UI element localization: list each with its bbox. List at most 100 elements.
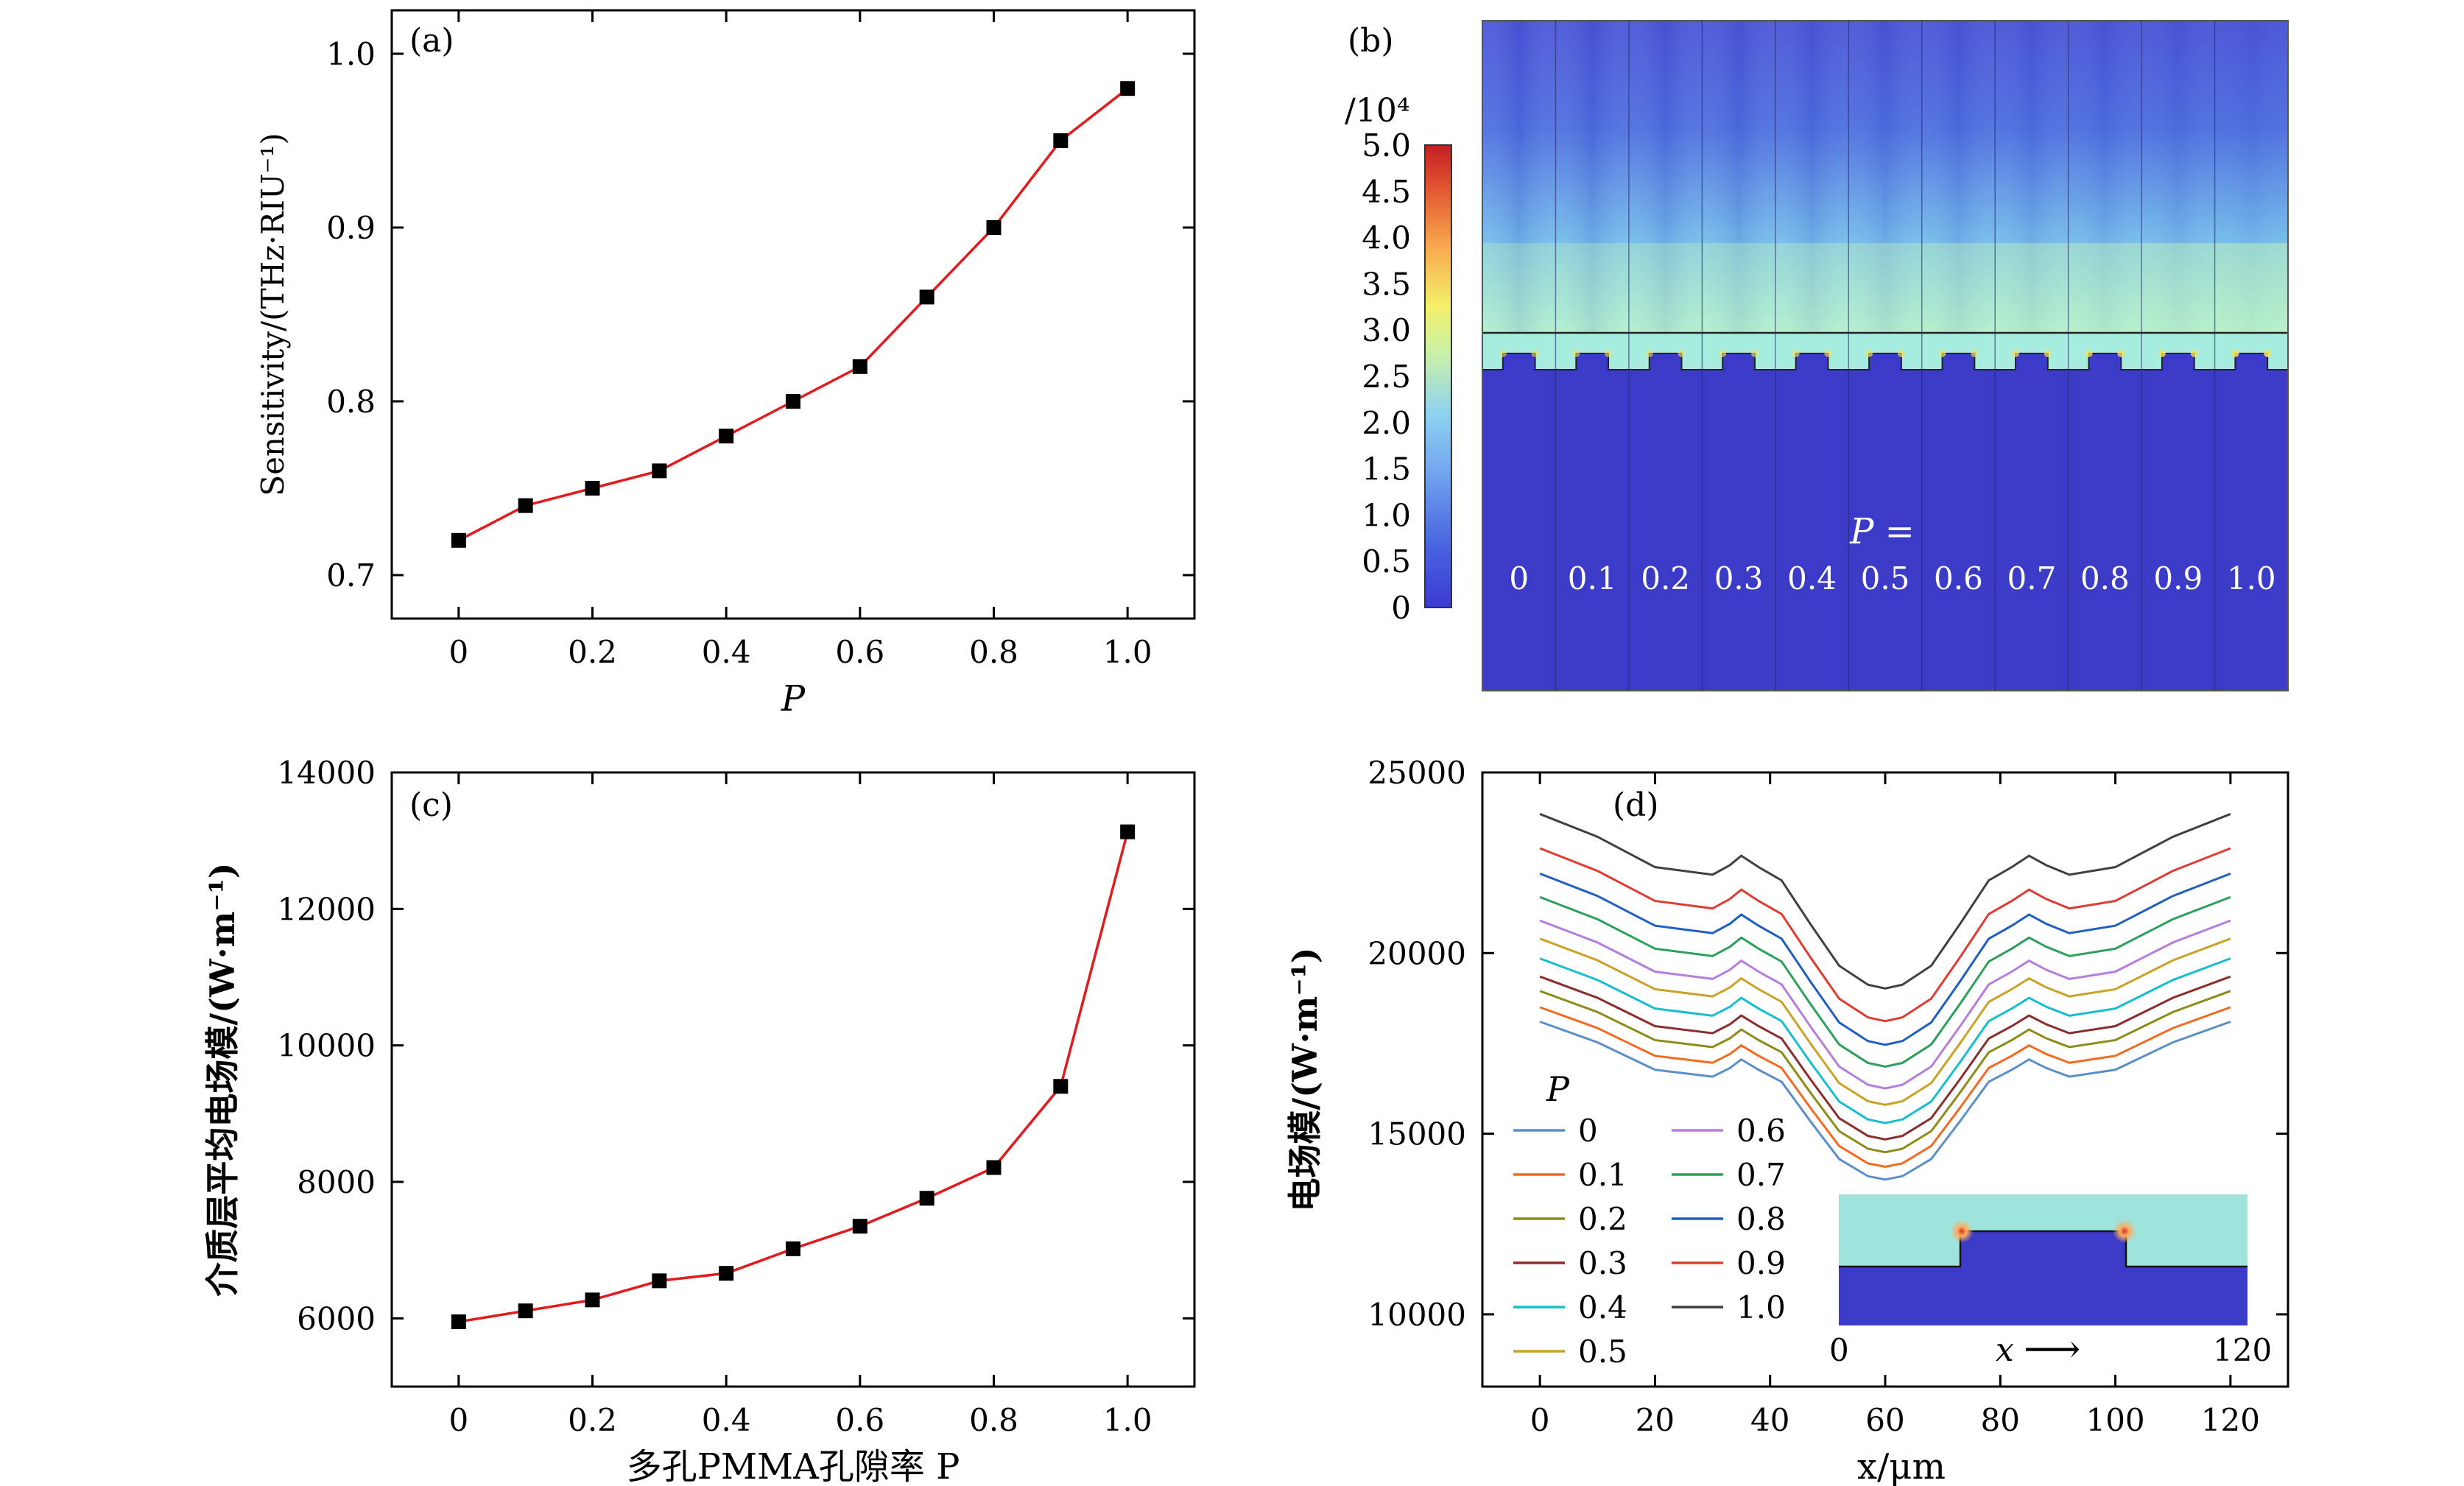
grating-outline [1555,353,1629,370]
grating-hotspot [1499,350,1507,357]
xtick-label: 0.2 [568,1402,617,1438]
data-point [1053,1079,1069,1094]
data-point [1120,81,1136,96]
data-point [585,1292,600,1308]
column-label: 0 [1509,560,1529,596]
field-column-glow [2068,243,2142,333]
xtick-label: 0.4 [702,1402,751,1438]
grating-outline [1482,353,1556,370]
grating-ridge [2161,353,2194,370]
ytick-label: 12000 [277,891,376,927]
field-column-shade [1628,21,1703,333]
xtick-label: 0 [1530,1402,1550,1438]
profile-line-0.8 [1539,872,2231,1046]
legend-label: 0.1 [1578,1157,1627,1193]
ytick-label: 0.8 [326,384,376,420]
grating-ridge [1576,353,1609,370]
column-label: 0.8 [2080,560,2130,596]
field-column-glow [1775,243,1849,333]
column-label: 0.3 [1714,560,1764,596]
colorbar-tick-label: 3.5 [1362,266,1411,302]
ytick-label: 14000 [277,755,376,791]
legend-label: 0.9 [1736,1245,1786,1281]
column-label: 1.0 [2227,560,2276,596]
profile-line-0 [1539,1021,2231,1181]
ytick-label: 20000 [1367,935,1466,971]
colorbar-tick-label: 0 [1391,590,1411,626]
grating-hotspot [1938,350,1946,357]
data-point [518,1303,533,1319]
grating-hotspot [1865,350,1873,357]
inset-substrate [1839,1267,2247,1325]
grating-hotspot [2264,350,2272,357]
data-point [852,359,867,374]
profile-line-1.0 [1539,813,2231,990]
ytick-label: 0.7 [326,557,376,594]
series-line [458,87,1129,542]
grating-ridge [1649,353,1682,370]
panel-a-ylabel: Sensitivity/(THz·RIU⁻¹) [255,133,291,496]
panel-c-ylabel: 介质层平均电场模/(W·m⁻¹) [203,862,242,1296]
column-label: 0.9 [2153,560,2203,596]
colorbar-tick-label: 3.0 [1362,312,1411,348]
colorbar-title: /10⁴ [1345,92,1409,130]
legend-label: 0.7 [1736,1157,1786,1193]
field-inset: 0 120 x ⟶ [1829,1194,2272,1372]
field-column-shade [1482,21,1556,333]
field-column-shade [2141,21,2215,333]
panel-b-label: (b) [1348,22,1394,60]
legend-label: 0.4 [1578,1289,1627,1325]
data-point [786,394,800,409]
grating-outline [1995,353,2069,370]
data-point [451,1314,466,1329]
colorbar-tick-label: 5.0 [1362,127,1411,163]
ytick-label: 15000 [1367,1116,1466,1152]
grating-outline [1628,353,1703,370]
data-point [719,1266,734,1281]
profile-line-0.3 [1539,975,2231,1141]
legend-label: 0.8 [1736,1201,1786,1237]
grating-hotspot [1645,350,1653,357]
xtick-label: 0.4 [702,634,751,670]
colorbar-tick-label: 2.5 [1362,359,1411,395]
inset-hotspot-left [1950,1219,1974,1243]
panel-a-xlabel: P [781,678,806,719]
grating-ridge [1502,353,1535,370]
field-column-glow [1555,243,1629,333]
grating-hotspot [1531,350,1539,357]
xtick-label: 0.6 [835,1402,884,1438]
profile-line-0.7 [1539,895,2231,1068]
grating-hotspot [2190,350,2198,357]
field-column-glow [1628,243,1703,333]
panel-a-label: (a) [409,22,454,60]
grating-outline [2214,353,2288,370]
field-column-glow [1482,243,1556,333]
panel-d-xlabel: x/μm [1857,1446,1946,1486]
grating-ridge [2235,353,2268,370]
panel-d-label: (d) [1613,786,1659,824]
data-point [719,429,734,444]
panel-d: (d) 0 20 40 60 80 100 120 10000 15000 20000 25000… [1285,755,2289,1486]
profile-line-0.5 [1539,937,2231,1106]
grating-hotspot [1605,350,1613,357]
colorbar [1424,144,1452,608]
field-column-shade [1555,21,1629,333]
field-column-shade [2068,21,2142,333]
ytick-label: 25000 [1367,755,1466,791]
data-point [986,1160,1002,1175]
panel-c: (c) 0 0.2 0.4 0.6 0.8 1.0 6000 8000 10000 12000 1… [203,755,1196,1486]
data-point [585,481,600,496]
ytick-label: 8000 [297,1164,376,1200]
xtick-label: 0.8 [969,634,1018,670]
colorbar-tick-label: 1.0 [1362,497,1411,533]
grating-hotspot [1792,350,1800,357]
substrate-region [1482,370,2288,691]
field-column-shade [1921,21,1996,333]
profile-line-0.6 [1539,919,2231,1090]
data-point [652,463,667,479]
field-column-glow [2214,243,2288,333]
column-label: 0.6 [1934,560,1983,596]
xtick-label: 0 [448,634,468,670]
xtick-label: 0.2 [568,634,617,670]
